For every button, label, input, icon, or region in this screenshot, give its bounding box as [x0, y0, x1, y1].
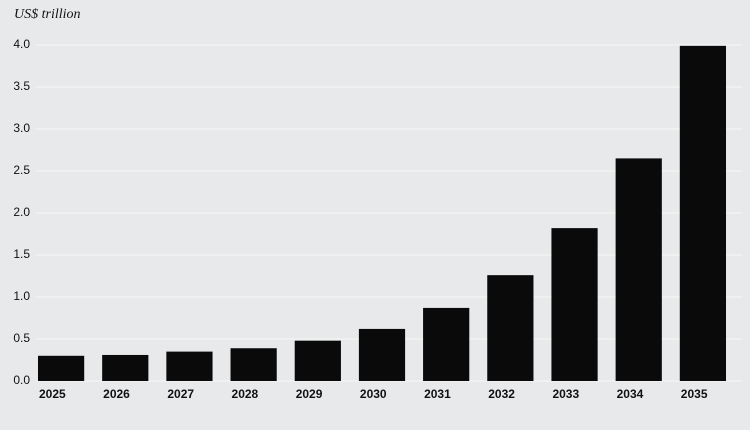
- y-tick-label: 0.5: [13, 331, 30, 345]
- x-tick-label: 2033: [552, 387, 579, 401]
- y-tick-label: 1.5: [13, 247, 30, 261]
- y-tick-label: 1.0: [13, 289, 30, 303]
- y-tick-label: 3.5: [13, 79, 30, 93]
- y-tick-label: 2.0: [13, 205, 30, 219]
- x-tick-label: 2025: [39, 387, 66, 401]
- x-tick-label: 2027: [167, 387, 194, 401]
- x-tick-label: 2028: [232, 387, 259, 401]
- bar: [230, 348, 277, 381]
- bar: [37, 355, 85, 381]
- x-tick-label: 2034: [617, 387, 644, 401]
- bar: [358, 328, 406, 381]
- x-tick-label: 2029: [296, 387, 323, 401]
- x-tick-label: 2030: [360, 387, 387, 401]
- bar: [679, 45, 727, 382]
- bar: [551, 228, 598, 381]
- x-tick-label: 2032: [488, 387, 515, 401]
- y-tick-label: 3.0: [13, 121, 30, 135]
- y-tick-label: 4.0: [13, 37, 30, 51]
- bar: [615, 158, 662, 381]
- y-tick-label: 0.0: [13, 373, 30, 387]
- bar: [423, 307, 470, 381]
- y-axis-label: US$ trillion: [14, 7, 81, 22]
- y-tick-label: 2.5: [13, 163, 30, 177]
- bar: [294, 340, 341, 381]
- bar: [166, 351, 213, 381]
- x-tick-label: 2035: [681, 387, 708, 401]
- x-tick-label: 2031: [424, 387, 451, 401]
- bar: [102, 354, 149, 381]
- x-tick-label: 2026: [103, 387, 130, 401]
- bar: [487, 275, 534, 381]
